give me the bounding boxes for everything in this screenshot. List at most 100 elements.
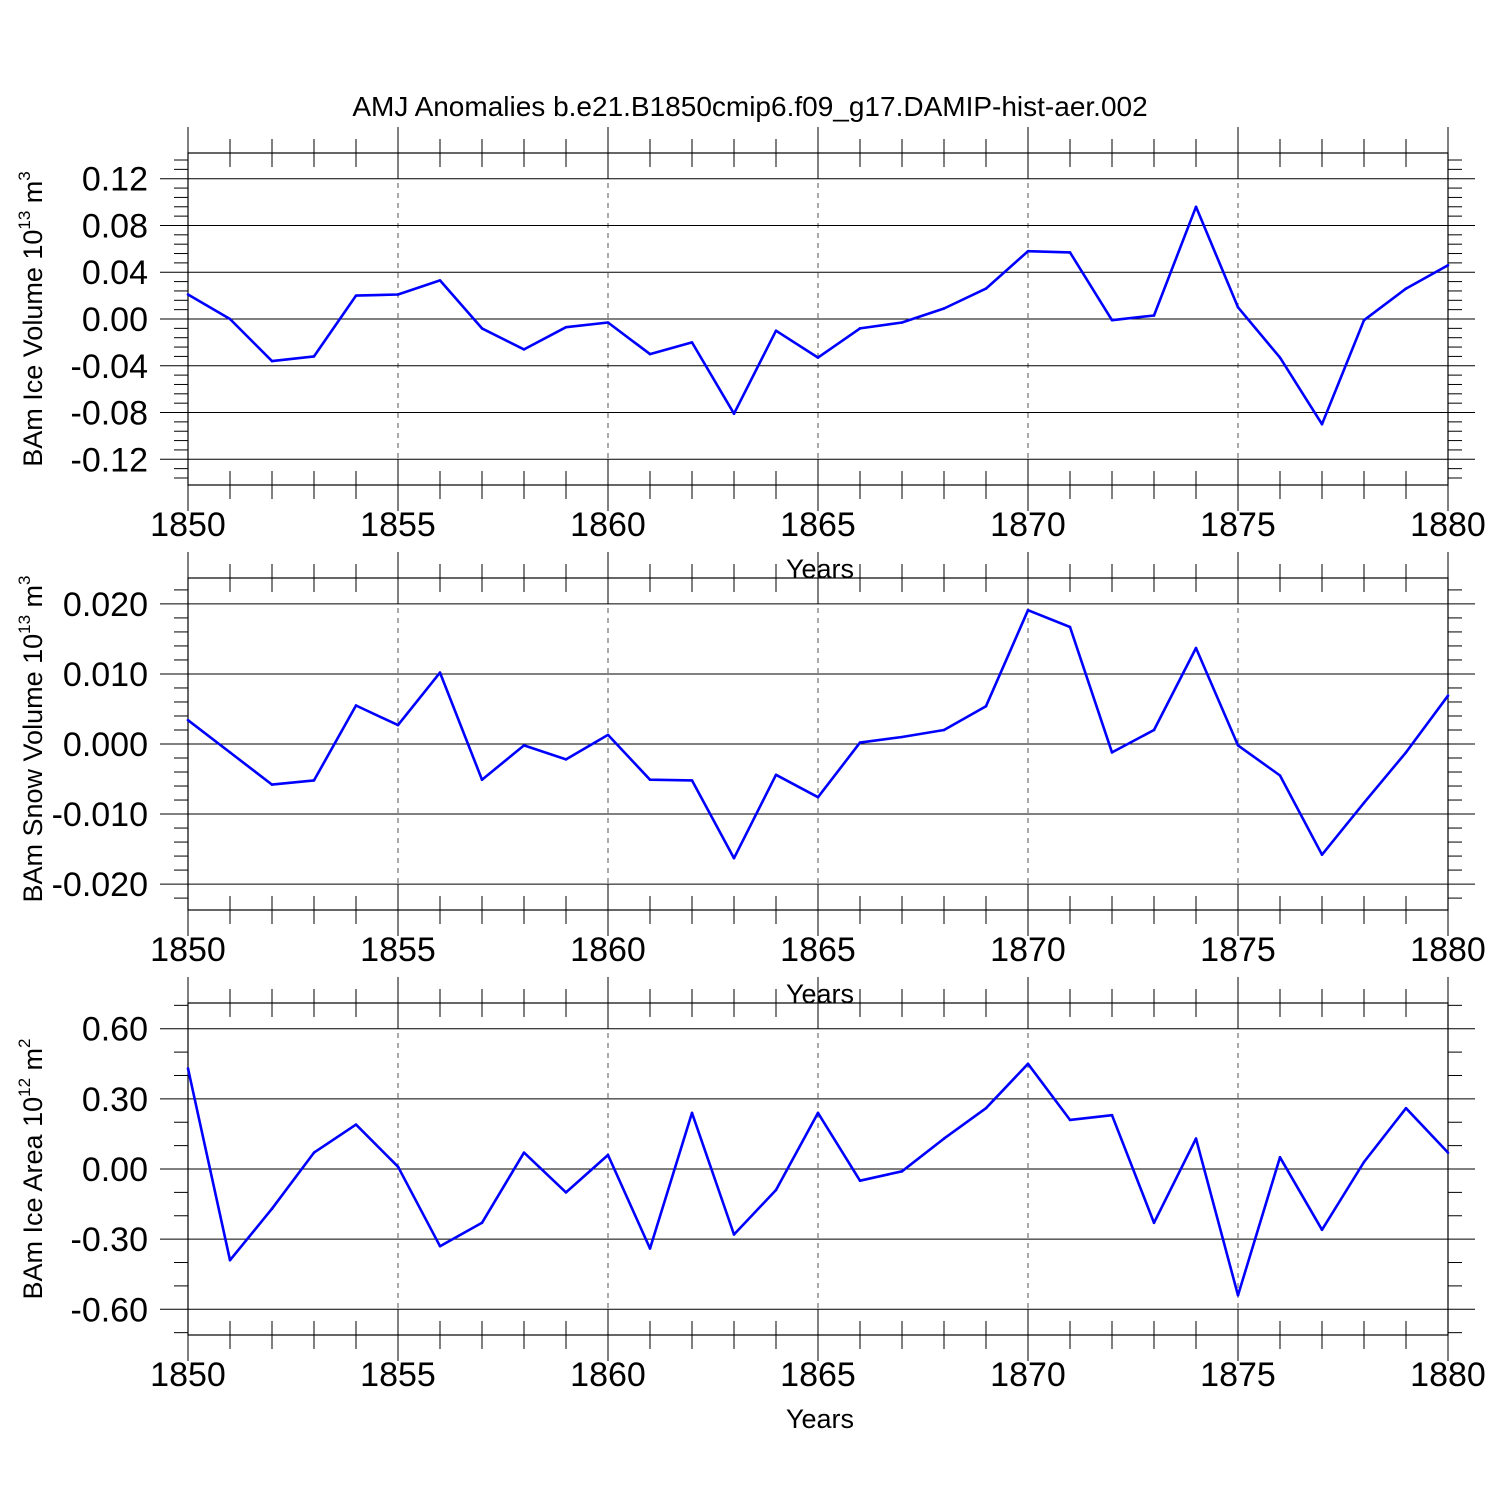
data-point: [1110, 1113, 1114, 1117]
data-point: [1026, 608, 1030, 612]
data-point: [480, 327, 484, 330]
data-point: [312, 355, 316, 358]
y-axis-label-part: BAm Ice Volume 10: [18, 230, 48, 467]
data-point: [648, 1247, 652, 1250]
x-tick-label: 1880: [1410, 1356, 1486, 1394]
data-point: [984, 704, 988, 708]
y-axis-label: BAm Snow Volume 1013 m3: [15, 575, 48, 902]
y-axis-label: BAm Ice Area 1012 m2: [15, 1039, 48, 1300]
x-tick-label: 1855: [360, 1356, 436, 1394]
y-tick-label: 0.000: [63, 726, 148, 764]
y-tick-label: 0.020: [63, 586, 148, 624]
data-point: [1362, 1160, 1366, 1164]
chart-title: AMJ Anomalies b.e21.B1850cmip6.f09_g17.D…: [352, 91, 1147, 122]
data-point: [816, 795, 820, 799]
x-tick-label: 1855: [360, 931, 436, 969]
data-point: [1404, 1106, 1408, 1110]
data-point: [396, 1165, 400, 1168]
data-point: [1152, 314, 1156, 317]
x-tick-label: 1870: [990, 506, 1066, 544]
y-tick-label: -0.30: [71, 1221, 149, 1259]
data-point: [1362, 801, 1366, 805]
y-tick-label: -0.020: [52, 866, 148, 904]
data-point: [816, 1111, 820, 1115]
x-tick-label: 1855: [360, 506, 436, 544]
y-tick-label: 0.60: [82, 1011, 148, 1049]
data-point: [1278, 774, 1282, 777]
data-point: [186, 293, 190, 296]
panel-3: -0.60 -0.30 0.00 0.30 0.60 1850 1855 1860 1865 18…: [15, 977, 1486, 1434]
x-tick-label: 1850: [150, 931, 226, 969]
y-axis-label: BAm Ice Volume 1013 m3: [15, 171, 48, 467]
data-point: [1236, 744, 1240, 747]
data-point: [522, 744, 526, 747]
panel-2: -0.020 -0.010 0.000 0.010 0.020 1850 1855 1860 1…: [15, 552, 1486, 1009]
y-tick-label: -0.60: [71, 1291, 149, 1329]
y-axis-label-part: m: [18, 585, 48, 615]
data-point: [1446, 263, 1450, 267]
data-point: [774, 329, 778, 332]
x-tick-label: 1875: [1200, 931, 1276, 969]
data-point: [270, 359, 274, 363]
data-point: [942, 1137, 946, 1140]
data-point: [606, 1153, 610, 1157]
data-point: [228, 1258, 232, 1262]
y-axis-label-exponent: 3: [15, 575, 34, 584]
data-point: [732, 412, 736, 415]
data-point: [438, 671, 442, 674]
data-point: [1110, 751, 1114, 754]
data-point: [984, 1106, 988, 1110]
data-point: [606, 321, 610, 324]
data-point: [228, 317, 232, 321]
data-point: [1152, 1221, 1156, 1225]
data-point: [816, 356, 820, 359]
data-point: [858, 327, 862, 330]
data-point: [1026, 249, 1030, 253]
data-point: [564, 758, 568, 761]
data-point: [1068, 251, 1072, 254]
data-point: [1446, 694, 1450, 697]
y-tick-label: 0.00: [82, 301, 148, 339]
data-point: [312, 1151, 316, 1154]
y-axis-label-exponent: 13: [15, 211, 34, 230]
data-point: [480, 778, 484, 782]
data-point: [396, 723, 400, 727]
y-tick-label: -0.12: [71, 441, 149, 479]
data-point: [1068, 625, 1072, 629]
data-point: [1236, 306, 1240, 309]
data-point: [438, 279, 442, 282]
data-point: [354, 1123, 358, 1126]
data-point: [648, 778, 652, 782]
data-point: [1194, 1137, 1198, 1140]
x-tick-label: 1875: [1200, 1356, 1276, 1394]
data-point: [1446, 1151, 1450, 1154]
data-point: [1362, 318, 1366, 322]
y-tick-label: 0.04: [82, 254, 148, 292]
x-tick-label: 1875: [1200, 506, 1276, 544]
x-tick-label: 1865: [780, 931, 856, 969]
y-tick-label: 0.12: [82, 161, 148, 199]
y-tick-label: 0.30: [82, 1081, 148, 1119]
data-point: [690, 341, 694, 344]
data-point: [522, 1151, 526, 1154]
data-point: [774, 1188, 778, 1192]
data-point: [1278, 1156, 1282, 1159]
x-axis-label: Years: [786, 979, 854, 1009]
data-point: [732, 856, 736, 860]
data-point: [1068, 1118, 1072, 1122]
data-point: [1110, 318, 1114, 322]
y-axis-label-exponent: 3: [15, 171, 34, 180]
data-point: [312, 779, 316, 782]
data-point: [1320, 853, 1324, 856]
y-tick-label: 0.010: [63, 656, 148, 694]
y-tick-label: -0.08: [71, 395, 149, 433]
data-point: [942, 728, 946, 732]
data-point: [354, 294, 358, 297]
data-point: [858, 741, 862, 744]
data-point: [564, 1191, 568, 1194]
x-axis-label: Years: [786, 1404, 854, 1434]
y-tick-label: -0.04: [71, 348, 149, 386]
x-tick-label: 1860: [570, 506, 646, 544]
x-axis-label: Years: [786, 554, 854, 584]
y-axis-label-part: BAm Ice Area 10: [18, 1097, 48, 1300]
